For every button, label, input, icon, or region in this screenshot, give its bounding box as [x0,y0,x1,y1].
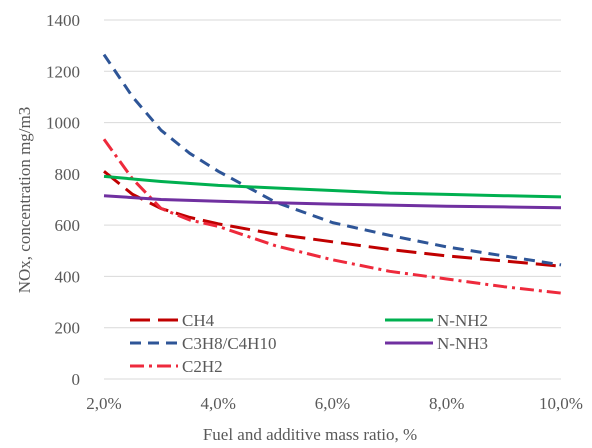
y-tick-label: 400 [55,267,81,286]
y-axis-title: NOx, concentration mg/m3 [15,107,34,294]
legend-label: C2H2 [182,357,223,376]
series-line-3 [102,138,562,295]
series-line-4 [103,174,562,199]
y-tick-label: 0 [72,370,81,389]
series-line-2 [102,53,562,267]
legend-label: N-NH3 [437,334,488,353]
x-tick-label: 4,0% [201,394,236,413]
y-tick-label: 600 [55,216,81,235]
legend-label: CH4 [182,311,215,330]
x-tick-label: 2,0% [86,394,121,413]
y-tick-label: 1400 [46,11,80,30]
legend-label: N-NH2 [437,311,488,330]
x-tick-label: 8,0% [429,394,464,413]
gridlines [104,19,561,329]
legend-label: C3H8/C4H10 [182,334,276,353]
y-tick-label: 1000 [46,114,80,133]
y-tick-label: 1200 [46,62,80,81]
series-line-1 [103,170,562,268]
series-line-5 [103,194,562,210]
x-tick-label: 6,0% [315,394,350,413]
x-tick-label: 10,0% [539,394,583,413]
x-axis-title: Fuel and additive mass ratio, % [203,425,417,444]
y-tick-label: 200 [55,319,81,338]
series-lines [102,53,562,295]
legend: CH4 C3H8/C4H10 C2H2 N-NH2 N-NH3 [130,311,488,376]
y-tick-label: 800 [55,165,81,184]
y-tick-labels: 0 200 400 600 800 1000 1200 1400 [46,11,80,389]
x-tick-labels: 2,0% 4,0% 6,0% 8,0% 10,0% [86,394,583,413]
